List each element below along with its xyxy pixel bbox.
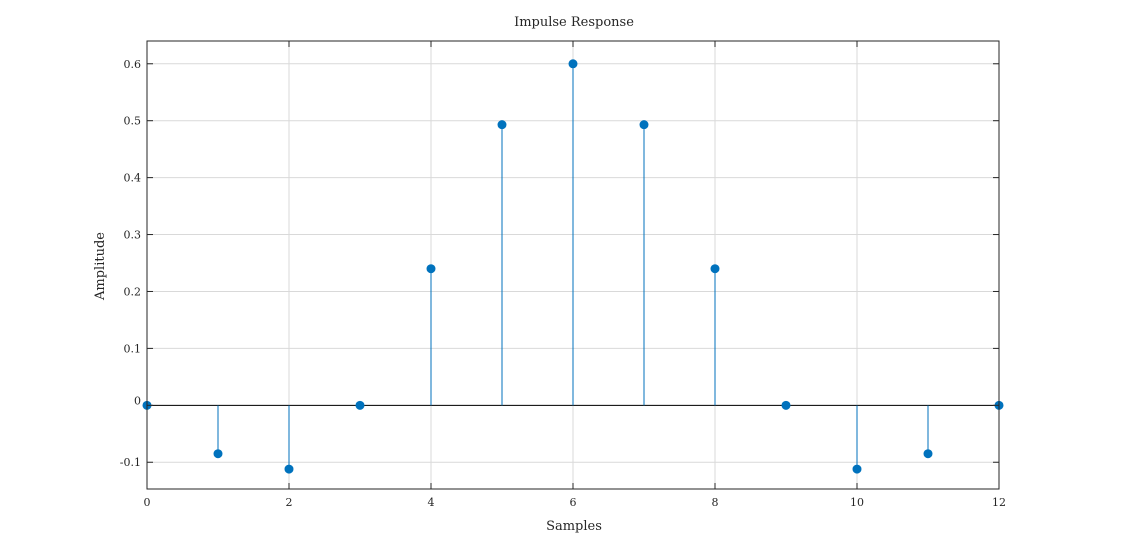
y-axis-label: Amplitude (93, 232, 108, 301)
y-axis-tick-labels: -0.1 0 0.1 0.2 0.3 0.4 0.5 0.6 (120, 58, 141, 469)
chart-title: Impulse Response (514, 15, 634, 30)
x-tick-label: 8 (712, 496, 719, 509)
x-tick-label: 2 (286, 496, 293, 509)
y-tick-label: -0.1 (120, 456, 141, 469)
stem-marker (710, 264, 720, 274)
stem-marker (923, 449, 933, 459)
x-tick-label: 4 (428, 496, 435, 509)
x-axis-label: Samples (546, 519, 602, 534)
x-tick-label: 12 (992, 496, 1006, 509)
stem-marker (355, 400, 365, 410)
axis-ticks (146, 41, 1000, 489)
stem-series (142, 59, 1004, 474)
y-tick-label: 0.4 (124, 172, 142, 185)
stem-marker (568, 59, 578, 69)
x-axis-tick-labels: 0 2 4 6 8 10 12 (144, 496, 1007, 509)
stem-marker (213, 449, 223, 459)
y-tick-label: 0.1 (124, 342, 142, 355)
stem-marker (284, 464, 294, 474)
x-tick-label: 10 (850, 496, 864, 509)
x-tick-label: 0 (144, 496, 151, 509)
stem-marker (426, 264, 436, 274)
x-tick-label: 6 (570, 496, 577, 509)
stem-marker (852, 464, 862, 474)
y-tick-label: 0.3 (124, 229, 142, 242)
stem-marker (497, 120, 507, 130)
y-tick-label: 0.6 (124, 58, 142, 71)
y-tick-label: 0.2 (124, 285, 142, 298)
stem-marker (781, 400, 791, 410)
y-tick-label: 0.5 (124, 115, 142, 128)
stem-marker (639, 120, 649, 130)
y-tick-label: 0 (134, 394, 141, 407)
